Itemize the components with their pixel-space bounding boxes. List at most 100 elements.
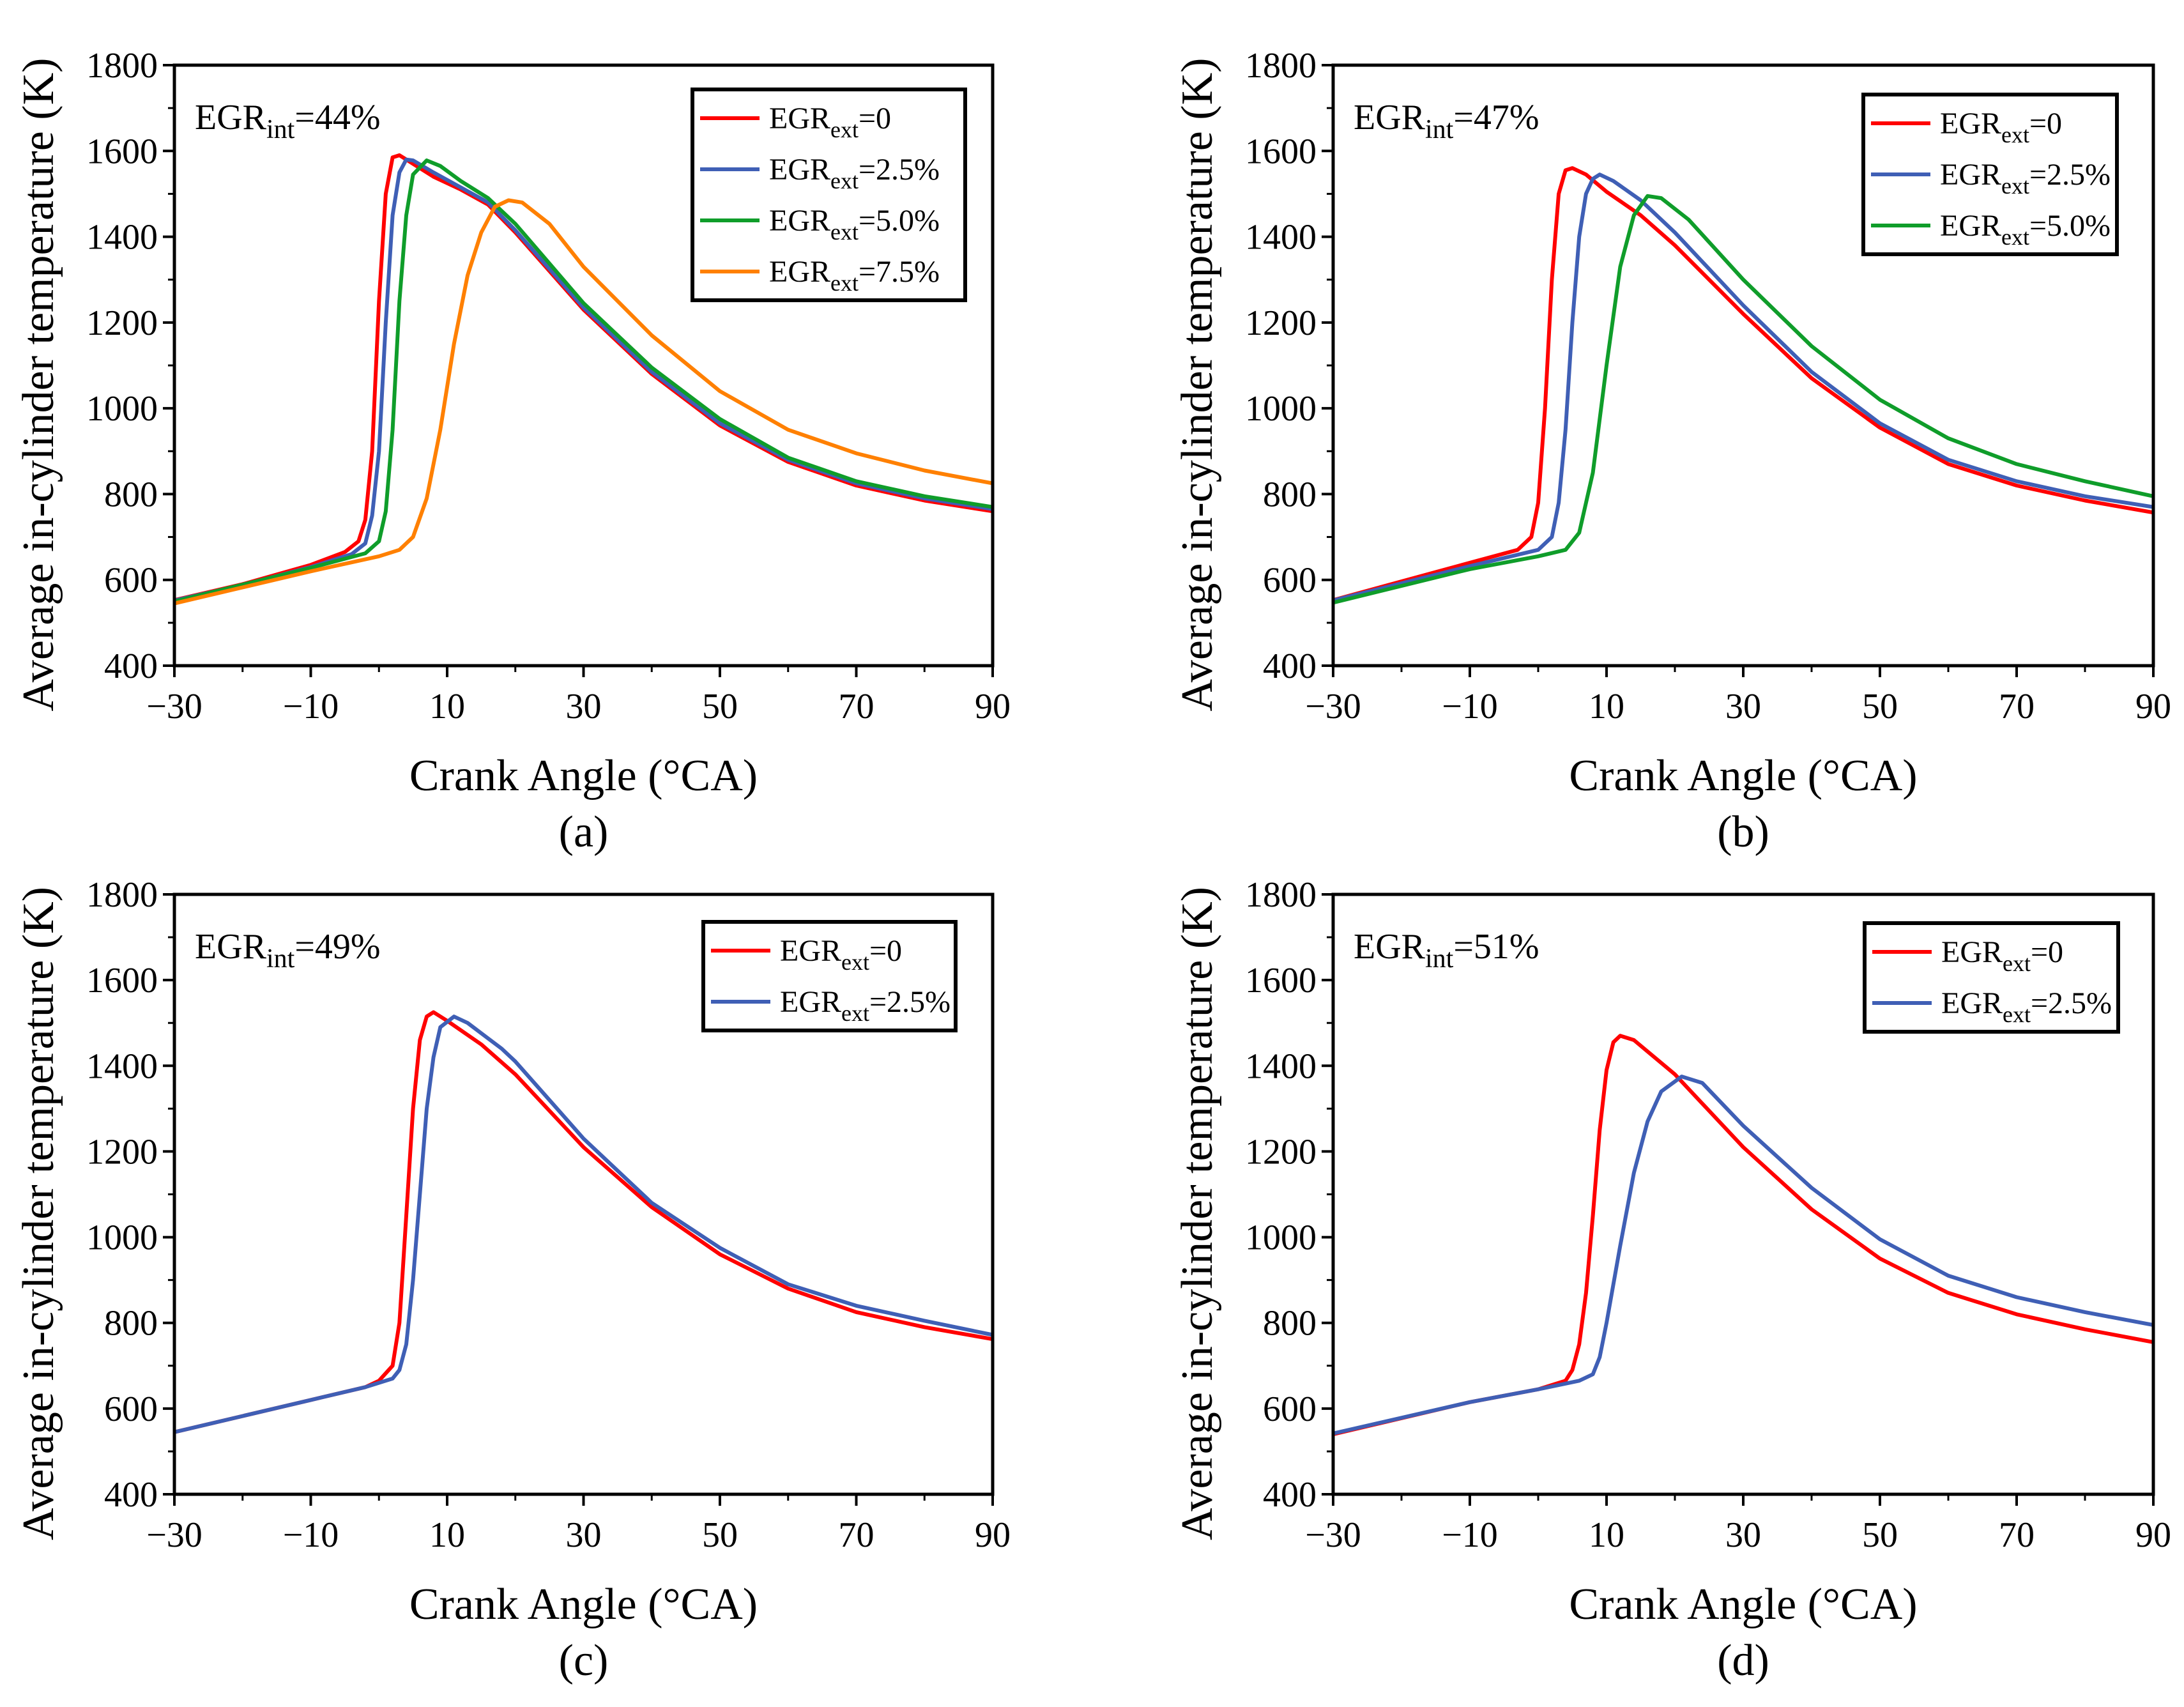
egr-int-annotation-sub: int [266,115,295,144]
egr-int-annotation-base: EGR [1354,98,1426,137]
egr-int-annotation-base: EGR [1354,927,1426,967]
legend-entry-rest: =0 [859,102,891,135]
y-tick-label: 1000 [1245,389,1317,429]
y-tick-label: 1200 [86,303,158,343]
legend-box [701,920,958,1032]
legend-entry-rest: =7.5% [859,255,940,289]
series-line-1 [174,1014,993,1434]
series-line-0 [174,1010,993,1434]
legend-entry: EGRext=2.5% [1941,986,2112,1027]
y-tick-label: 1600 [86,961,158,1000]
legend-entry: EGRext=0 [769,102,891,142]
legend-entry-base: EGR [1940,158,2001,192]
series-line-1 [174,157,993,602]
legend-entry-sub: ext [2001,224,2029,250]
y-tick-label: 400 [104,647,158,686]
legend-entry-sub: ext [2001,173,2029,199]
y-tick-label: 1600 [86,132,158,171]
egr-int-annotation-rest: =49% [294,927,380,967]
egr-int-annotation: EGRint=49% [195,927,381,974]
egr-int-annotation-rest: =47% [1453,98,1539,137]
legend-entry-sub: ext [841,949,869,975]
x-tick-label: −10 [1442,1515,1498,1555]
egr-int-annotation-base: EGR [195,98,267,137]
x-tick-label: 30 [1725,687,1761,726]
panel-a: −30 −10 10 30 50 70 90 400 600 800 1000 1200 1400 160… [14,46,1011,857]
egr-int-annotation-sub: int [266,944,295,974]
legend-entry: EGRext=0 [1940,107,2062,148]
legend-entry-rest: =0 [869,934,902,968]
x-tick-label: 50 [702,687,738,726]
panel-b: −30 −10 10 30 50 70 90 400 600 800 1000 1200 1400 160… [1173,46,2171,857]
legend-entry-sub: ext [830,270,859,296]
y-tick-label: 1200 [1245,1132,1317,1172]
y-tick-label: 800 [104,1304,158,1343]
panel-c: −30 −10 10 30 50 70 90 400 600 800 1000 1200 1400 160… [14,875,1011,1685]
panel-label: (a) [559,808,609,857]
x-tick-label: 10 [1589,1515,1624,1555]
x-tick-label: 90 [2135,1515,2171,1555]
legend-entry-base: EGR [1941,935,2003,969]
series-line-0 [1333,166,2153,602]
x-tick-label: 70 [839,1515,874,1555]
x-tick-label: 90 [2135,687,2171,726]
series-line-1 [1333,1075,2153,1435]
y-tick-label: 1400 [86,218,158,257]
x-axis-label: Crank Angle (°CA) [409,1580,758,1629]
y-tick-label: 1400 [1245,218,1317,257]
y-tick-label: 800 [1263,1304,1317,1343]
legend: EGRext=0EGRext=2.5%EGRext=5.0%EGRext=7.5… [691,88,967,302]
panel-d: −30 −10 10 30 50 70 90 400 600 800 1000 1200 1400 160… [1173,875,2171,1685]
x-axis-label: Crank Angle (°CA) [1569,1580,1917,1629]
panel-label: (c) [559,1636,609,1685]
legend-entry: EGRext=0 [780,934,902,975]
egr-int-annotation-rest: =44% [294,98,380,137]
egr-int-annotation-rest: =51% [1453,927,1539,967]
legend-entry-sub: ext [841,1000,869,1026]
y-tick-label: 800 [104,475,158,514]
legend-entry: EGRext=0 [1941,935,2063,976]
y-tick-label: 600 [1263,561,1317,601]
x-tick-label: 50 [1862,1515,1898,1555]
y-axis-label: Average in-cylinder temperature (K) [1173,887,1222,1540]
legend-entry-rest: =5.0% [2029,209,2111,243]
legend-entry-sub: ext [830,117,859,142]
x-tick-label: 30 [566,687,602,726]
x-tick-label: 70 [839,687,874,726]
legend-entry-rest: =0 [2031,935,2063,969]
egr-int-annotation: EGRint=51% [1354,927,1539,974]
legend-entry-rest: =2.5% [2031,986,2112,1020]
legend-entry: EGRext=5.0% [1940,209,2111,250]
y-tick-label: 600 [104,561,158,601]
x-tick-label: 10 [1589,687,1624,726]
x-tick-label: 50 [702,1515,738,1555]
x-tick-label: 90 [975,1515,1011,1555]
panel-label: (d) [1717,1636,1769,1685]
legend-box [691,88,967,302]
egr-int-annotation-sub: int [1425,115,1454,144]
y-tick-label: 1400 [86,1046,158,1086]
y-tick-label: 1200 [1245,303,1317,343]
egr-int-annotation: EGRint=47% [1354,98,1539,144]
y-axis-label: Average in-cylinder temperature (K) [14,887,63,1540]
series-line-1 [1333,172,2153,602]
legend-entry-base: EGR [769,255,830,289]
x-tick-label: 30 [1725,1515,1761,1555]
y-axis-label: Average in-cylinder temperature (K) [14,58,63,712]
x-tick-label: −30 [1305,687,1361,726]
series-line-2 [1333,194,2153,605]
series-line-3 [174,198,993,606]
series-line-2 [174,158,993,604]
legend-entry-rest: =0 [2029,107,2062,141]
y-tick-label: 1600 [1245,961,1317,1000]
x-axis-label: Crank Angle (°CA) [1569,751,1917,800]
y-tick-label: 1800 [1245,875,1317,915]
legend-entry-sub: ext [2001,122,2029,148]
y-tick-label: 1800 [86,875,158,915]
series-line-0 [1333,1034,2153,1437]
x-tick-label: −30 [146,1515,202,1555]
legend-entry-rest: =2.5% [859,153,940,187]
legend-box [1863,921,2120,1034]
